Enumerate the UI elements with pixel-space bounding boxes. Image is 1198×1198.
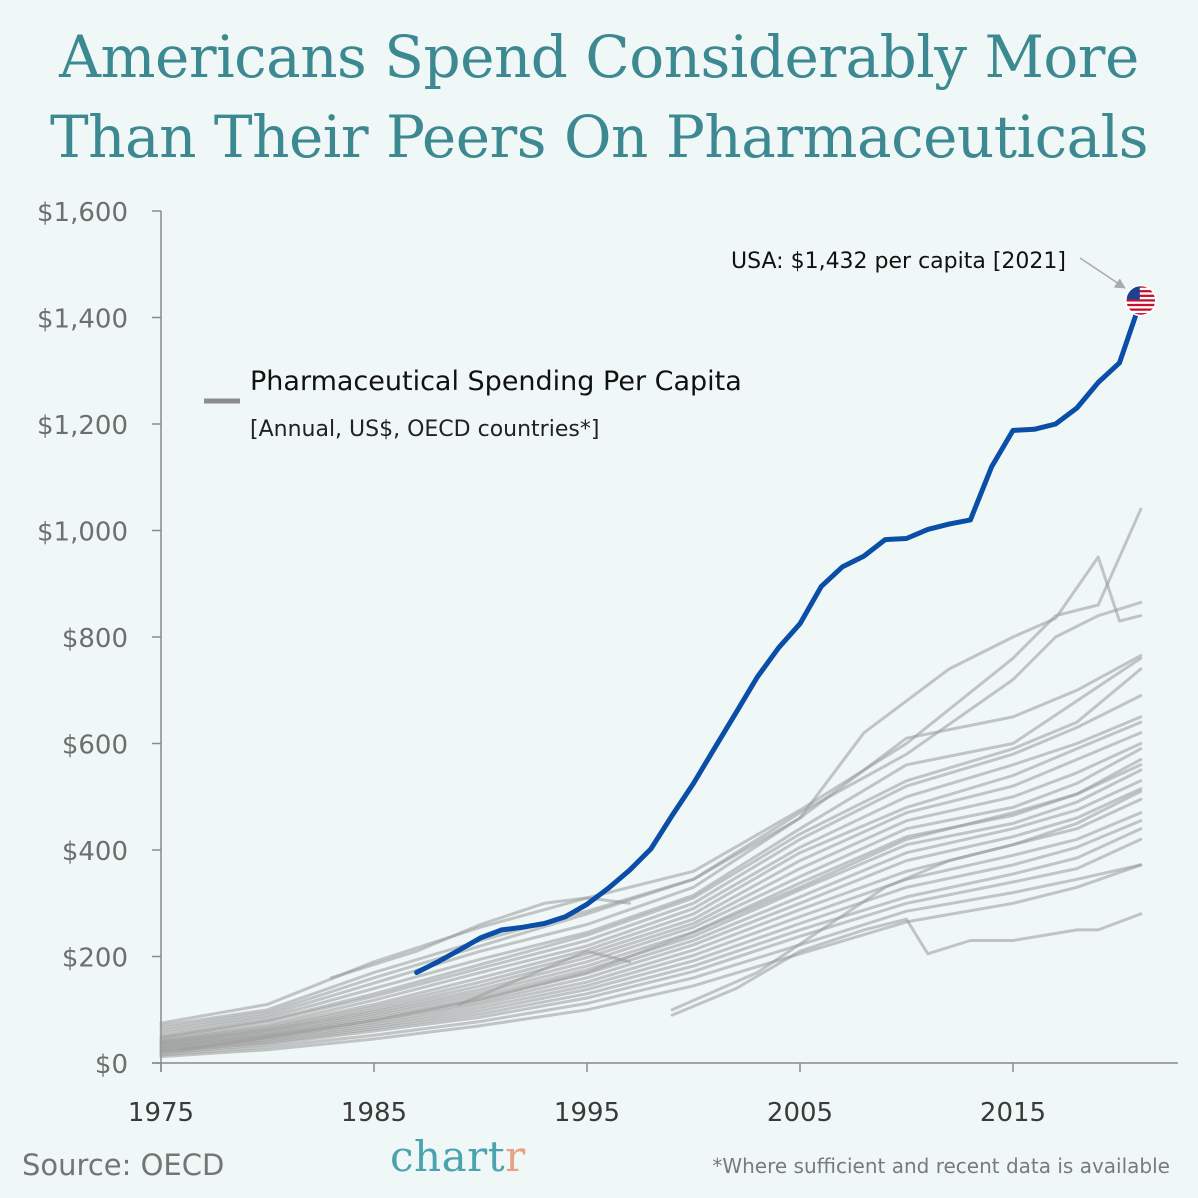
series-line-peer-s (159, 819, 1143, 1053)
usa-annotation: USA: $1,432 per capita [2021] (731, 249, 1157, 317)
legend-label: Pharmaceutical Spending Per Capita (250, 366, 742, 397)
series-line-peer-l (159, 747, 1143, 1046)
x-tick-label: 1985 (341, 1098, 407, 1128)
series-line-peer-q (159, 797, 1143, 1051)
legend-sublabel: [Annual, US$, OECD countries*] (250, 417, 599, 442)
x-tick-label: 2015 (980, 1098, 1046, 1128)
chart-axes: $0 $200 $400 $600 $800 $1,000 $1,200 $1,400 $1,6… (37, 198, 1178, 1128)
series-line-peer-e (159, 656, 1143, 1036)
flag-stripe (1125, 290, 1156, 293)
x-tick-label: 1975 (128, 1098, 194, 1128)
flag-stripe (1125, 303, 1156, 307)
y-tick-label: $400 (62, 837, 128, 867)
series-line-peer-u (159, 837, 1143, 1055)
flag-canton (1125, 285, 1140, 300)
series-line-peer-z (457, 949, 632, 1006)
legend: Pharmaceutical Spending Per Capita [Annu… (204, 366, 742, 442)
chart-title-line-1: Americans Spend Considerably More (59, 23, 1139, 91)
flag-ring (1125, 284, 1157, 317)
data-availability-note: *Where sufficient and recent data is ava… (712, 1154, 1170, 1178)
series-line-peer-ab (670, 789, 1143, 1012)
flag-stripe (1125, 313, 1156, 316)
series-line-peer-x (180, 763, 1143, 1052)
series-line-peer-d (159, 654, 1143, 1033)
series-line-peer-i (159, 720, 1143, 1043)
usa-annotation-label: USA: $1,432 per capita [2021] (731, 249, 1066, 274)
series-line-peer-f (159, 667, 1143, 1038)
y-tick-label: $1,000 (37, 518, 128, 548)
peer-series-group (159, 507, 1143, 1059)
series-line-peer-t (159, 827, 1143, 1054)
series-line-peer-h (159, 715, 1143, 1041)
y-tick-label: $1,200 (37, 411, 128, 441)
annotation-arrowhead (1113, 278, 1126, 289)
us-flag-icon (1125, 284, 1157, 317)
brand-logo[interactable]: chartr (390, 1132, 526, 1181)
series-line-peer-o (159, 779, 1143, 1049)
series-line-peer-w (159, 863, 1143, 1059)
usa-series-group (414, 298, 1144, 975)
flag-stripe (1125, 294, 1156, 297)
y-tick-label: $0 (95, 1050, 128, 1080)
brand-logo-accent: r (505, 1132, 526, 1181)
series-line-peer-v (159, 863, 1143, 1057)
series-line-peer-k (159, 742, 1143, 1045)
flag-body (1125, 285, 1156, 316)
annotation-arrow (1079, 257, 1124, 288)
chart-title-line-2: Than Their Peers On Pharmaceuticals (50, 103, 1148, 171)
y-tick-label: $1,600 (37, 198, 128, 228)
series-line-peer-j (159, 731, 1143, 1044)
brand-logo-main: chart (390, 1132, 506, 1181)
flag-stripe (1125, 285, 1156, 288)
series-line-peer-n (159, 768, 1143, 1048)
x-tick-label: 2005 (767, 1098, 833, 1128)
series-line-usa (414, 298, 1144, 975)
y-tick-label: $1,400 (37, 305, 128, 335)
series-line-peer-r (159, 811, 1143, 1052)
source-label: Source: OECD (22, 1148, 225, 1182)
series-line-peer-g (159, 694, 1143, 1039)
flag-stripe (1125, 308, 1156, 311)
y-tick-label: $200 (62, 944, 128, 974)
flag-stripe (1125, 299, 1156, 302)
y-tick-label: $800 (62, 624, 128, 654)
x-tick-label: 1995 (554, 1098, 620, 1128)
series-line-peer-b (159, 600, 1143, 1028)
series-line-peer-aa (670, 912, 1143, 1017)
y-tick-label: $600 (62, 731, 128, 761)
series-line-peer-c (159, 555, 1143, 1030)
